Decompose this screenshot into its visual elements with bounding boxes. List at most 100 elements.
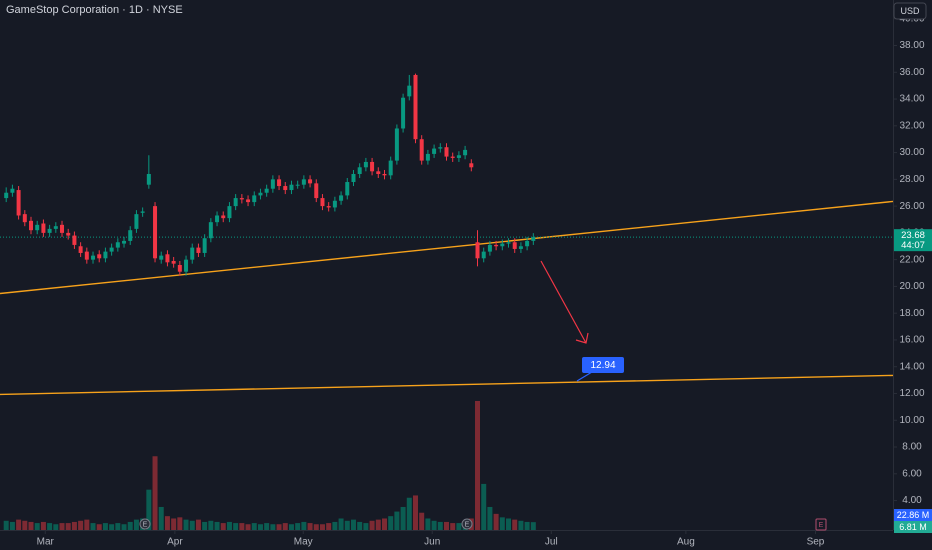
volume-bar: [239, 523, 245, 530]
volume-bar: [16, 519, 22, 530]
y-tick-label: 20.00: [899, 281, 924, 292]
candle-body: [258, 192, 263, 196]
candle-body: [432, 148, 437, 154]
candle-body: [413, 74, 418, 140]
volume-bar: [71, 521, 77, 530]
candle-body: [184, 259, 189, 272]
candle-body: [444, 147, 449, 157]
candle-body: [270, 179, 275, 189]
volume-bar: [183, 519, 189, 530]
candle-body: [494, 244, 499, 247]
volume-bar: [65, 523, 71, 530]
candle-body: [246, 199, 251, 203]
volume-bar: [499, 517, 505, 530]
candle-body: [264, 188, 269, 193]
candle-body: [531, 237, 536, 241]
candle-body: [171, 260, 176, 264]
candle-body: [357, 167, 362, 174]
candle-body: [227, 206, 232, 219]
volume-bar: [276, 524, 282, 530]
candle-layer: [4, 73, 536, 276]
volume-bar: [115, 523, 121, 530]
currency-button[interactable]: [893, 2, 927, 20]
volume-bar: [164, 516, 170, 530]
volume-last-box: [894, 521, 932, 533]
volume-bar: [109, 524, 115, 530]
candle-body: [84, 251, 89, 260]
volume-bar: [146, 489, 152, 530]
candle-body: [47, 228, 52, 233]
candle-body: [97, 254, 102, 259]
volume-bar: [412, 495, 418, 530]
candle-body: [295, 184, 300, 186]
candle-body: [239, 198, 244, 200]
last-price-label: 23.68: [901, 230, 925, 241]
volume-bar: [456, 523, 462, 530]
volume-bar: [406, 497, 412, 530]
volume-bar: [34, 523, 40, 530]
volume-bar: [369, 520, 375, 530]
earnings-label: E: [819, 522, 824, 529]
candle-body: [419, 139, 424, 161]
candle-body: [159, 255, 164, 260]
candle-body: [35, 224, 40, 231]
target-pointer: [576, 371, 593, 382]
candle-body: [60, 224, 65, 233]
candle-body: [208, 222, 213, 239]
candle-body: [122, 240, 127, 244]
volume-bar: [3, 520, 9, 530]
earnings-marker[interactable]: [461, 518, 473, 530]
volume-bar: [481, 483, 487, 530]
y-tick-label: 32.00: [899, 120, 924, 131]
volume-bar: [158, 506, 164, 530]
candle-body: [401, 97, 406, 129]
candle-body: [320, 198, 325, 207]
volume-bar: [22, 520, 28, 530]
candle-body: [103, 251, 108, 259]
candle-body: [314, 183, 319, 199]
chart-title: GameStop Corporation · 1D · NYSE: [6, 4, 183, 16]
candle-body: [66, 232, 71, 236]
volume-ma-box: [894, 509, 932, 521]
volume-bar: [530, 522, 536, 530]
earnings-marker[interactable]: [815, 518, 827, 531]
candle-body: [10, 188, 15, 193]
x-tick-label: Mar: [37, 537, 55, 548]
candle-body: [109, 247, 114, 252]
y-tick-label: 38.00: [899, 40, 924, 51]
countdown-label: 44:07: [901, 240, 925, 251]
volume-bar: [326, 523, 332, 530]
volume-bar: [301, 521, 307, 530]
x-tick-label: Aug: [677, 537, 695, 548]
volume-bar: [96, 524, 102, 530]
candle-body: [475, 242, 480, 259]
earnings-label: E: [465, 521, 470, 528]
volume-bar: [388, 516, 394, 530]
candle-body: [438, 147, 443, 149]
earnings-marker[interactable]: [139, 518, 151, 530]
y-tick-label: 26.00: [899, 201, 924, 212]
volume-bar: [350, 519, 356, 530]
volume-bar: [475, 400, 481, 530]
projection-arrow: [540, 260, 587, 344]
volume-last-label: 6.81 M: [899, 522, 927, 532]
volume-bar: [152, 456, 158, 530]
candle-body: [487, 244, 492, 252]
y-tick-label: 14.00: [899, 361, 924, 372]
volume-bar: [102, 523, 108, 530]
candle-body: [153, 206, 158, 259]
candle-body: [215, 215, 220, 223]
volume-bar: [313, 524, 319, 530]
volume-bar: [363, 523, 369, 530]
volume-bar: [357, 521, 363, 530]
volume-bar: [338, 518, 344, 530]
volume-bar: [214, 521, 220, 530]
candle-body: [72, 235, 77, 245]
volume-bar: [394, 511, 400, 530]
candle-body: [134, 214, 139, 229]
candle-body: [525, 240, 530, 247]
candle-body: [308, 179, 313, 184]
candle-body: [283, 186, 288, 191]
